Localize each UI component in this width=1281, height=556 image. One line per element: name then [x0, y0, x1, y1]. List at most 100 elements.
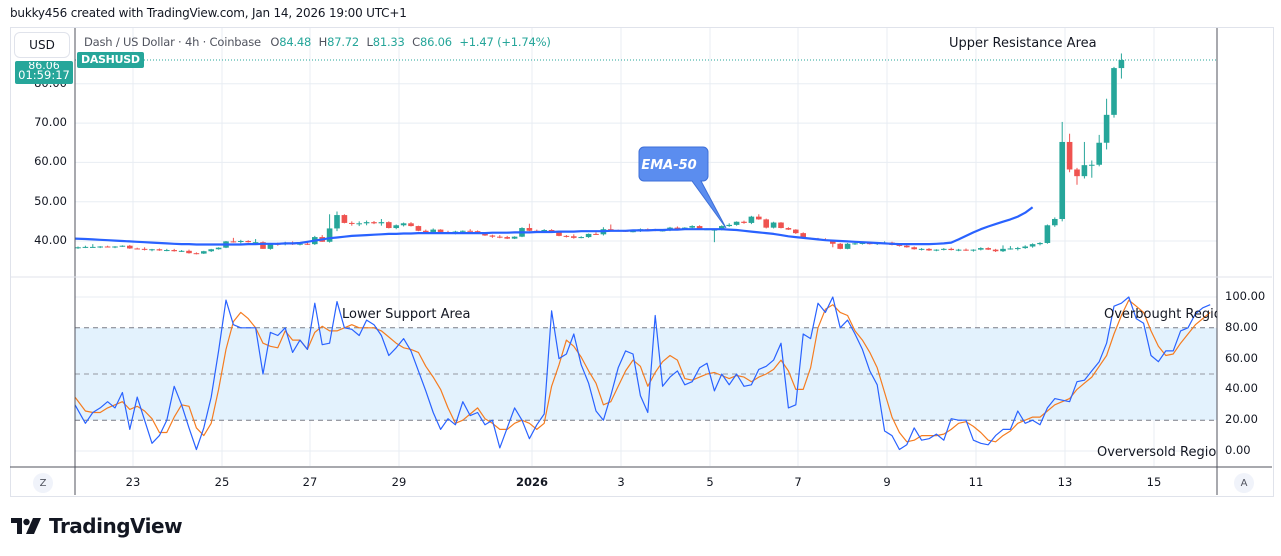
candle-body	[504, 237, 510, 239]
time-axis-label: 25	[214, 475, 230, 489]
candle-body	[482, 233, 488, 236]
candle-body	[489, 235, 496, 237]
tradingview-logo-text: TradingView	[49, 514, 183, 538]
candle-body	[585, 233, 592, 238]
candle-body	[992, 249, 999, 252]
last-price-tag: 86.06 01:59:17	[15, 61, 73, 84]
candle-body	[97, 246, 103, 248]
candle-body	[75, 247, 81, 249]
candle-body	[245, 241, 251, 243]
candle-body	[719, 226, 725, 230]
candle-body	[334, 215, 340, 229]
candle-body	[948, 248, 954, 251]
candle-body	[1037, 242, 1043, 245]
candle-body	[748, 216, 755, 223]
candle-body	[556, 232, 562, 236]
candle-body	[800, 233, 806, 239]
oscillator-axis-label: 100.00	[1225, 289, 1266, 303]
symbol-tag: DASHUSD	[77, 52, 144, 68]
candle-body	[82, 246, 89, 248]
oversold-label: Overversold Region	[1097, 445, 1217, 460]
candle-body	[156, 249, 163, 251]
open-label: O	[270, 35, 280, 49]
candle-body	[149, 249, 155, 251]
ema-50-line	[74, 206, 1034, 246]
candle-body	[171, 250, 177, 252]
candle-body	[1096, 142, 1102, 165]
candle-body	[186, 250, 192, 254]
candle-body	[793, 229, 799, 234]
tradingview-logo-icon	[11, 518, 41, 534]
candle-body	[1052, 218, 1058, 226]
time-axis-label: 15	[1146, 475, 1162, 489]
oscillator-axis-label: 60.00	[1225, 350, 1258, 365]
candle-body	[563, 235, 570, 237]
time-axis-label: 9	[883, 475, 891, 489]
ema-callout: EMA-50	[638, 146, 727, 229]
time-axis-label: 3	[617, 475, 625, 489]
candle-body	[437, 229, 444, 232]
time-axis-label: 27	[302, 475, 318, 489]
candle-body	[467, 230, 473, 232]
candle-body	[1007, 248, 1014, 250]
candle-body	[326, 228, 333, 242]
time-axis-label: 5	[706, 475, 714, 489]
candle-body	[400, 223, 407, 226]
candle-body	[201, 251, 207, 254]
candle-body	[127, 245, 133, 249]
candle-body	[90, 246, 96, 248]
candle-body	[896, 244, 903, 246]
candle-body	[178, 250, 185, 252]
candle-body	[408, 223, 414, 227]
zoom-reset-button[interactable]: Z	[33, 473, 53, 493]
candle-body	[363, 222, 370, 224]
candle-body	[1089, 164, 1095, 166]
candle-body	[238, 241, 244, 242]
time-axis-label: 13	[1057, 475, 1073, 489]
candle-body	[141, 248, 148, 250]
candle-body	[371, 222, 377, 224]
change-value: +1.47 (+1.74%)	[459, 35, 551, 49]
oscillator-axis-label: 80.00	[1225, 319, 1258, 334]
candle-body	[208, 249, 214, 252]
candle-body	[215, 247, 222, 250]
candle-body	[630, 231, 636, 233]
symbol-legend[interactable]: Dash / US Dollar · 4h · Coinbase O84.48 …	[84, 35, 551, 49]
overbought-label: Overbought Region	[1104, 307, 1217, 322]
candle-body	[933, 249, 940, 251]
candle-body	[926, 248, 932, 251]
candle-body	[526, 228, 533, 231]
candle-body	[1074, 169, 1080, 177]
time-axis-label: 2026	[515, 475, 549, 489]
candle-body	[460, 230, 466, 232]
tradingview-logo[interactable]: TradingView	[11, 514, 183, 538]
low-value: 81.33	[372, 35, 405, 49]
candle-body	[230, 241, 237, 243]
oscillator-axis-label: 20.00	[1225, 412, 1258, 427]
low-label: L	[366, 35, 373, 49]
candle-body	[1066, 141, 1073, 170]
stoch-d-line	[74, 299, 1211, 443]
last-price-value: 86.06	[28, 62, 60, 69]
candle-body	[134, 248, 140, 250]
auto-scale-button[interactable]: A	[1234, 473, 1254, 493]
candle-body	[1111, 68, 1117, 115]
candle-body	[1022, 246, 1028, 249]
candle-body	[430, 229, 436, 232]
candle-body	[785, 228, 792, 230]
candle-body	[1044, 225, 1051, 243]
lower-support-label: Lower Support Area	[342, 307, 471, 322]
candle-body	[741, 221, 747, 223]
close-value: 86.06	[419, 35, 452, 49]
time-axis-label: 23	[125, 475, 141, 489]
candle-body	[733, 221, 740, 225]
candle-body	[985, 248, 991, 250]
time-axis-label: 11	[968, 475, 984, 489]
candle-body	[1118, 59, 1125, 69]
currency-button[interactable]: USD	[14, 32, 70, 58]
chart-credit: bukky456 created with TradingView.com, J…	[10, 6, 407, 20]
candle-body	[1081, 165, 1088, 177]
candle-body	[252, 242, 259, 244]
candle-body	[415, 226, 422, 231]
